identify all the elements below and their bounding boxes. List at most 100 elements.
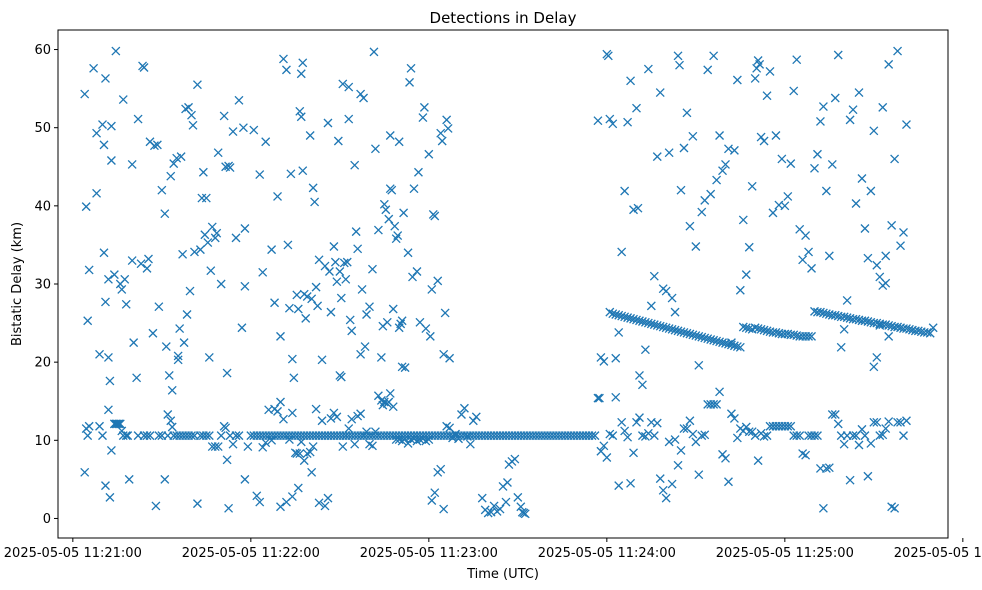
data-point — [815, 116, 825, 126]
data-point — [308, 183, 318, 193]
data-point — [759, 136, 769, 146]
x-tick-label: 2025-05-05 11:24:00 — [538, 546, 676, 561]
data-point — [755, 59, 765, 69]
data-point — [120, 274, 130, 284]
data-point — [863, 471, 873, 481]
data-point — [433, 276, 443, 286]
data-point — [341, 431, 351, 441]
y-tick-label: 60 — [34, 43, 51, 58]
data-point — [240, 474, 250, 484]
data-point — [439, 504, 449, 514]
data-point — [471, 412, 481, 422]
data-point — [824, 251, 834, 261]
data-point — [703, 334, 713, 344]
data-point — [866, 186, 876, 196]
data-point — [84, 421, 94, 431]
data-point — [807, 331, 816, 341]
data-point — [454, 434, 463, 444]
data-point — [902, 120, 911, 130]
data-point — [848, 105, 858, 115]
data-point — [370, 427, 380, 437]
data-point — [451, 429, 460, 439]
data-point — [795, 431, 805, 441]
x-axis-ticks: 2025-05-05 11:21:00 2025-05-05 11:22:00 20… — [4, 538, 982, 561]
data-point — [842, 313, 852, 323]
data-point — [368, 441, 377, 451]
x-tick-label: 2025-05-05 11:26:00 — [894, 546, 982, 561]
data-point — [762, 431, 772, 441]
data-point — [279, 414, 288, 424]
data-point — [602, 453, 612, 462]
data-point — [201, 431, 211, 441]
data-point — [637, 317, 647, 326]
data-point — [195, 245, 205, 255]
data-point — [385, 388, 395, 398]
data-point — [89, 63, 99, 73]
data-point — [771, 327, 781, 337]
data-point — [501, 497, 511, 507]
data-point — [726, 409, 736, 419]
data-point — [771, 131, 781, 140]
data-point — [768, 208, 778, 218]
data-point — [323, 118, 333, 128]
data-point — [611, 310, 621, 319]
data-point — [741, 270, 751, 280]
data-point — [756, 132, 766, 142]
data-point — [175, 324, 185, 334]
x-tick-label: 2025-05-05 11:22:00 — [182, 546, 320, 561]
data-point — [390, 221, 400, 231]
data-point — [502, 478, 512, 487]
data-point — [813, 431, 822, 441]
data-point — [224, 503, 234, 513]
data-point — [427, 496, 437, 505]
data-point — [679, 327, 689, 337]
data-point — [347, 326, 357, 336]
data-point — [198, 167, 208, 177]
data-point — [99, 140, 109, 150]
data-point — [415, 435, 425, 444]
data-point — [111, 46, 121, 56]
data-point — [336, 372, 346, 382]
data-point — [605, 114, 615, 124]
data-point — [356, 349, 366, 359]
data-point — [273, 406, 282, 416]
data-point — [440, 308, 450, 318]
data-point — [860, 224, 870, 233]
data-point — [385, 131, 395, 140]
data-point — [715, 387, 725, 397]
x-tick-label: 2025-05-05 11:23:00 — [360, 546, 498, 561]
data-point — [173, 351, 183, 361]
data-point — [842, 295, 852, 305]
data-point — [747, 181, 757, 191]
data-point — [762, 326, 772, 336]
data-point — [114, 419, 124, 429]
data-point — [314, 498, 324, 508]
data-point — [635, 370, 644, 380]
data-point — [351, 227, 361, 237]
data-point — [792, 431, 802, 441]
data-point — [317, 355, 327, 365]
data-point — [442, 115, 452, 125]
data-point — [643, 64, 653, 74]
data-point — [424, 435, 434, 444]
data-point — [320, 501, 330, 511]
data-point — [878, 430, 888, 440]
data-point — [818, 308, 828, 318]
data-point — [136, 259, 146, 269]
data-point — [896, 241, 905, 251]
data-point — [344, 424, 354, 434]
data-point — [750, 73, 760, 83]
data-point — [593, 116, 603, 126]
data-point — [283, 240, 293, 250]
data-point — [231, 233, 241, 243]
data-point — [368, 264, 377, 274]
data-point — [95, 349, 104, 359]
data-point — [661, 493, 671, 503]
data-point — [173, 355, 183, 365]
data-point — [676, 446, 686, 455]
data-point — [213, 148, 223, 158]
data-point — [397, 362, 407, 372]
data-point — [145, 431, 155, 441]
data-point — [783, 192, 793, 201]
data-point — [419, 102, 429, 112]
